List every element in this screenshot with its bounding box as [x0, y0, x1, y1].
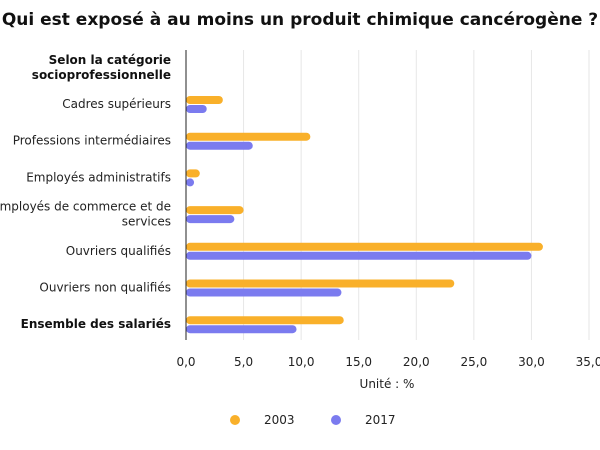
x-tick-label: 35,0: [576, 355, 600, 369]
legend: 2003 2017: [230, 413, 396, 427]
bar-2017: [186, 251, 532, 260]
x-tick-label: 15,0: [345, 355, 372, 369]
bar-2003: [186, 279, 455, 288]
category-label: Ouvriers qualifiés: [66, 244, 171, 258]
category-label: Professions intermédiaires: [13, 134, 171, 148]
x-axis-title: Unité : %: [360, 377, 415, 391]
chart-title: Qui est exposé à au moins un produit chi…: [1, 10, 599, 30]
bar-2003: [186, 242, 543, 251]
category-labels: Cadres supérieurs Professions intermédiai…: [0, 97, 171, 331]
bar-2003: [186, 96, 223, 104]
legend-label-2017: 2017: [365, 413, 396, 427]
bar-2017: [186, 215, 235, 224]
legend-marker-2003: [230, 415, 240, 425]
bar-2017: [186, 105, 207, 113]
bar-2017: [186, 178, 195, 187]
bar-2003: [186, 316, 344, 325]
x-tick-label: 20,0: [403, 355, 430, 369]
legend-label-2003: 2003: [264, 413, 295, 427]
group-header-line: Selon la catégorie: [49, 53, 171, 67]
category-label: Cadres supérieurs: [62, 97, 171, 111]
x-tick-label: 25,0: [460, 355, 487, 369]
category-label: Employés administratifs: [26, 170, 171, 184]
bar-2003: [186, 169, 200, 178]
bar-2017: [186, 288, 342, 297]
x-tick-labels: 0,0 5,0 10,0 15,0 20,0 25,0 30,0 35,0: [176, 355, 600, 369]
bar-2017: [186, 325, 297, 334]
category-label: Ensemble des salariés: [21, 317, 171, 331]
legend-marker-2017: [331, 415, 341, 425]
group-header-line: socioprofessionnelle: [32, 68, 171, 82]
bar-2003: [186, 132, 311, 141]
category-label: Ouvriers non qualifiés: [39, 281, 171, 295]
bar-2017: [186, 141, 253, 150]
x-tick-label: 10,0: [288, 355, 315, 369]
bar-2003: [186, 206, 244, 215]
x-tick-label: 5,0: [234, 355, 253, 369]
category-label: Employés de commerce et de: [0, 200, 171, 214]
bars: [186, 96, 543, 334]
category-label: services: [122, 215, 171, 229]
x-tick-label: 30,0: [518, 355, 545, 369]
x-tick-label: 0,0: [176, 355, 195, 369]
